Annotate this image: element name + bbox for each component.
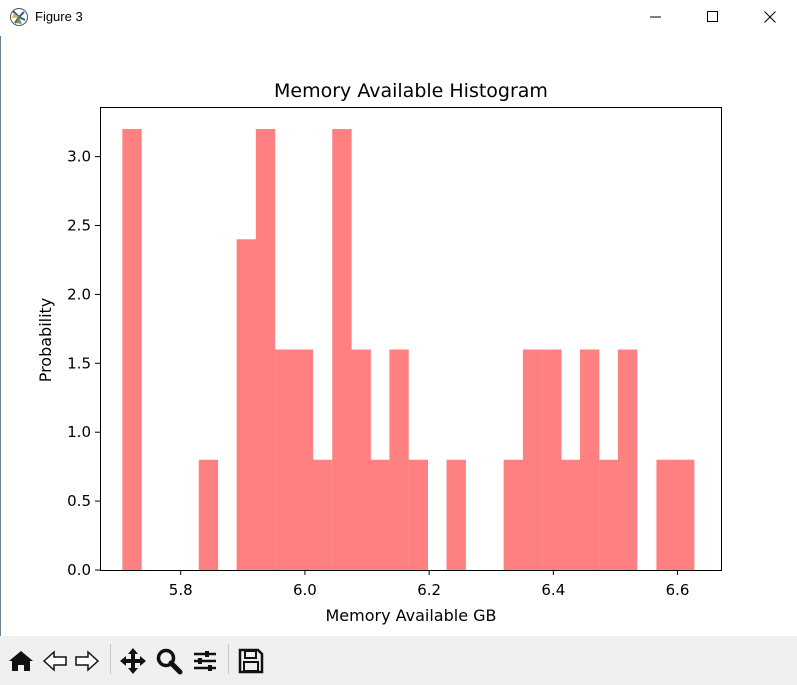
histogram-bar: [617, 349, 638, 570]
histogram-bar: [275, 349, 295, 570]
toolbar-separator: [228, 644, 229, 674]
forward-button[interactable]: [72, 646, 102, 676]
configure-subplots-icon: [194, 651, 216, 671]
configure-subplots-button[interactable]: [190, 646, 220, 676]
x-tick-label: 6.4: [541, 581, 565, 599]
y-axis-ticks: 0.0 0.5 1.0 1.5 2.0 2.5 3.0: [67, 148, 100, 579]
histogram-bar: [656, 459, 676, 570]
histogram-bar: [503, 459, 524, 570]
histogram-bar: [599, 459, 619, 570]
histogram-chart: 5.8 6.0 6.2 6.4 6.6 0.0 0.5 1.0 1.5 2.0 2.5 3.0 Me…: [36, 80, 722, 625]
home-icon: [9, 651, 33, 671]
forward-arrow-icon: [75, 650, 100, 672]
window-title: Figure 3: [35, 9, 83, 24]
navigation-toolbar: [0, 636, 797, 685]
y-tick-label: 3.0: [67, 148, 91, 166]
x-axis-label: Memory Available GB: [325, 606, 496, 625]
save-icon: [238, 648, 264, 674]
minimize-button[interactable]: [627, 0, 685, 34]
close-icon: [764, 11, 776, 23]
x-tick-label: 6.0: [293, 581, 317, 599]
x-tick-label: 5.8: [169, 581, 193, 599]
histogram-bar: [580, 349, 600, 570]
minimize-icon: [650, 16, 661, 18]
histogram-bar: [542, 349, 562, 570]
maximize-icon: [707, 11, 718, 22]
matplotlib-icon: [9, 7, 29, 27]
histogram-bar: [198, 459, 219, 570]
y-tick-label: 0.5: [67, 492, 91, 510]
plot-frame: [100, 107, 722, 571]
y-tick-label: 1.0: [67, 423, 91, 441]
title-bar[interactable]: Figure 3: [0, 0, 797, 36]
histogram-bar: [255, 129, 276, 571]
back-arrow-icon: [42, 650, 67, 672]
y-tick-label: 2.5: [67, 217, 91, 235]
pan-icon: [120, 648, 146, 674]
home-button[interactable]: [6, 646, 36, 676]
histogram-bar: [408, 459, 428, 570]
toolbar-separator: [110, 644, 111, 674]
x-tick-label: 6.6: [666, 581, 690, 599]
y-tick-label: 2.0: [67, 285, 91, 303]
histogram-bar: [389, 349, 409, 570]
zoom-icon: [156, 648, 183, 675]
pan-button[interactable]: [118, 646, 148, 676]
histogram-bar: [370, 459, 390, 570]
histogram-bar: [313, 459, 333, 570]
zoom-button[interactable]: [154, 646, 184, 676]
save-button[interactable]: [236, 646, 266, 676]
figure-canvas[interactable]: 5.8 6.0 6.2 6.4 6.6 0.0 0.5 1.0 1.5 2.0 2.5 3.0 Me…: [0, 36, 797, 636]
y-axis-label: Probability: [36, 298, 55, 383]
close-button[interactable]: [741, 0, 797, 34]
back-button[interactable]: [40, 646, 70, 676]
histogram-bar: [351, 349, 371, 570]
histogram-bar: [522, 349, 543, 570]
histogram-bar: [560, 459, 581, 570]
histogram-bar: [293, 349, 314, 570]
histogram-bar: [446, 459, 466, 570]
chart-title: Memory Available Histogram: [274, 80, 548, 102]
histogram-bar: [332, 129, 352, 571]
bars-group: [122, 129, 695, 571]
y-tick-label: 0.0: [67, 561, 91, 579]
x-axis-ticks: 5.8 6.0 6.2 6.4 6.6: [169, 570, 690, 599]
x-tick-label: 6.2: [417, 581, 441, 599]
histogram-bar: [236, 239, 256, 571]
y-tick-label: 1.5: [67, 354, 91, 372]
maximize-button[interactable]: [684, 0, 742, 34]
histogram-bar: [122, 129, 142, 571]
histogram-bar: [675, 459, 695, 570]
